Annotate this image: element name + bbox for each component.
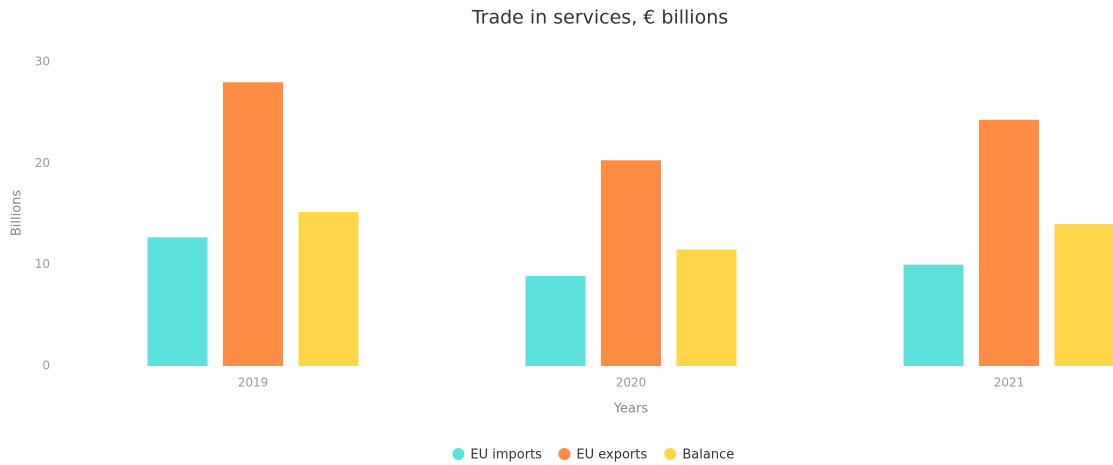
- bar: [525, 275, 586, 366]
- legend-label: EU imports: [470, 448, 542, 463]
- legend-label: Balance: [682, 448, 734, 463]
- legend-swatch: [452, 448, 465, 460]
- x-tick-label: 2021: [994, 376, 1025, 390]
- bar: [1054, 224, 1113, 366]
- y-tick-label: 10: [35, 257, 50, 271]
- y-tick-label: 30: [35, 55, 50, 69]
- x-axis-title: Years: [613, 402, 649, 417]
- bar: [601, 160, 661, 366]
- bar: [903, 264, 964, 366]
- chart-title: Trade in services, € billions: [471, 7, 728, 29]
- x-tick-label: 2019: [238, 376, 269, 390]
- y-tick-label: 20: [35, 156, 50, 170]
- bar: [147, 237, 208, 366]
- x-tick-label: 2020: [616, 376, 647, 390]
- bar: [979, 119, 1039, 366]
- bar: [298, 211, 359, 366]
- legend-swatch: [664, 448, 677, 460]
- legend-label: EU exports: [576, 448, 647, 463]
- bar: [223, 82, 283, 367]
- legend-swatch: [558, 448, 571, 460]
- y-axis-title: Billions: [10, 190, 25, 237]
- y-tick-label: 0: [42, 359, 50, 373]
- bar: [676, 249, 737, 366]
